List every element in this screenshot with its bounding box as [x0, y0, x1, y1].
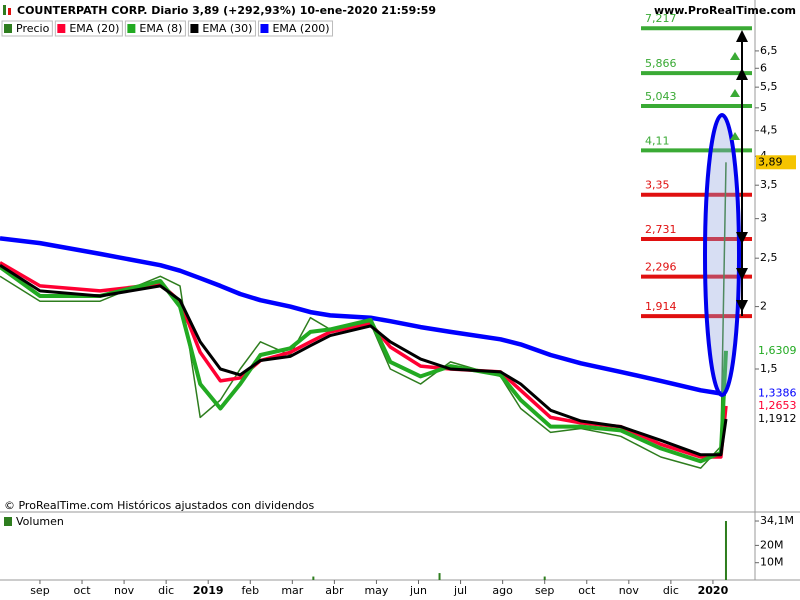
x-tick-label: 2019: [193, 584, 224, 597]
x-tick-label: dic: [158, 584, 174, 597]
legend-swatch: [4, 24, 12, 33]
x-tick-label: dic: [663, 584, 679, 597]
level-label: 2,731: [645, 223, 677, 236]
legend-swatch: [57, 24, 66, 33]
arrow-head: [736, 300, 748, 312]
x-tick-label: may: [364, 584, 388, 597]
legend-box: [187, 20, 256, 37]
x-tick-label: jul: [453, 584, 467, 597]
last-value-label: 1,6309: [758, 344, 797, 357]
last-value-tag: [756, 343, 796, 358]
x-tick-label: sep: [535, 584, 554, 597]
x-tick-label: feb: [241, 584, 259, 597]
legend-label: EMA (20): [69, 22, 119, 35]
level-label: 1,914: [645, 300, 677, 313]
y-tick-label: 2,5: [760, 251, 778, 264]
volume-bar: [543, 576, 546, 580]
y-tick-label: 10M: [760, 556, 784, 569]
y-tick-label: 20M: [760, 538, 784, 551]
x-tick-label: mar: [281, 584, 303, 597]
series-line: [0, 265, 728, 464]
legend-swatch: [190, 24, 199, 33]
legend-swatch: [127, 24, 136, 33]
legend-box: [54, 20, 123, 37]
last-value-label: 1,2653: [758, 399, 797, 412]
legend-label: EMA (200): [272, 22, 329, 35]
volume-bar: [438, 573, 441, 580]
volume-legend: Volumen: [16, 515, 64, 528]
last-value-label: 1,1912: [758, 412, 797, 425]
legend-box: [257, 20, 334, 37]
x-tick-label: nov: [114, 584, 135, 597]
up-marker: [730, 89, 740, 97]
legend-swatch: [260, 24, 269, 33]
arrow-head: [736, 232, 748, 244]
y-tick-label: 34,1M: [760, 514, 794, 527]
series-line: [0, 236, 727, 396]
volume-bar: [312, 576, 315, 580]
note: © ProRealTime.com Históricos ajustados c…: [4, 499, 315, 512]
x-tick-label: nov: [619, 584, 640, 597]
logo: [8, 8, 11, 15]
last-value-tag: [756, 398, 796, 413]
x-tick-label: ago: [492, 584, 513, 597]
last-value-label: 3,89: [758, 155, 783, 168]
y-tick-label: 2: [760, 300, 767, 313]
y-tick-label: 5: [760, 101, 767, 114]
legend-label: EMA (8): [139, 22, 182, 35]
last-value-label: 1,3386: [758, 387, 797, 400]
volume-legend-swatch: [4, 517, 12, 526]
highlight-ellipse: [703, 113, 741, 397]
x-tick-label: 2020: [698, 584, 729, 597]
y-tick-label: 1,5: [760, 362, 778, 375]
x-tick-label: abr: [325, 584, 344, 597]
arrow-head: [736, 268, 748, 280]
legend-label: EMA (30): [202, 22, 252, 35]
y-tick-label: 5,5: [760, 80, 778, 93]
level-label: 4,11: [645, 134, 670, 147]
level-label: 5,043: [645, 90, 677, 103]
level-label: 3,35: [645, 179, 670, 192]
y-tick-label: 3: [760, 212, 767, 225]
up-marker: [730, 132, 740, 140]
last-value-tag: [756, 155, 796, 170]
x-tick-label: oct: [73, 584, 91, 597]
level-label: 5,866: [645, 57, 677, 70]
level-label: 2,296: [645, 261, 677, 274]
arrow-head: [736, 68, 748, 80]
x-tick-label: sep: [30, 584, 49, 597]
x-tick-label: oct: [578, 584, 596, 597]
up-marker: [730, 52, 740, 60]
source: www.ProRealTime.com: [654, 4, 796, 17]
volume-bar: [724, 521, 727, 580]
logo: [3, 5, 6, 15]
last-value-tag: [756, 386, 796, 401]
y-tick-label: 3,5: [760, 178, 778, 191]
y-tick-label: 4,5: [760, 124, 778, 137]
x-tick-label: jun: [409, 584, 427, 597]
arrow-head: [736, 30, 748, 42]
y-tick-label: 6,5: [760, 44, 778, 57]
legend-label: Precio: [16, 22, 50, 35]
series-line: [0, 263, 728, 457]
last-value-tag: [756, 411, 796, 426]
annotations: [703, 30, 748, 397]
chart-title: COUNTERPATH CORP. Diario 3,89 (+292,93%)…: [17, 4, 436, 17]
y-tick-label: 6: [760, 61, 767, 74]
legend-box: [124, 20, 186, 37]
level-label: 7,217: [645, 12, 677, 25]
legend-box: [1, 20, 53, 37]
